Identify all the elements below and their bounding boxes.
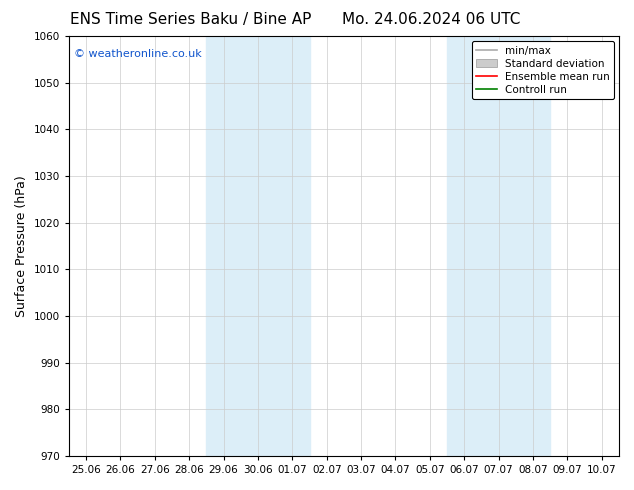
Text: Mo. 24.06.2024 06 UTC: Mo. 24.06.2024 06 UTC	[342, 12, 521, 27]
Text: © weatheronline.co.uk: © weatheronline.co.uk	[74, 49, 202, 59]
Legend: min/max, Standard deviation, Ensemble mean run, Controll run: min/max, Standard deviation, Ensemble me…	[472, 41, 614, 99]
Bar	[447, 36, 550, 456]
Y-axis label: Surface Pressure (hPa): Surface Pressure (hPa)	[15, 175, 28, 317]
Bar	[207, 36, 309, 456]
Text: ENS Time Series Baku / Bine AP: ENS Time Series Baku / Bine AP	[70, 12, 311, 27]
